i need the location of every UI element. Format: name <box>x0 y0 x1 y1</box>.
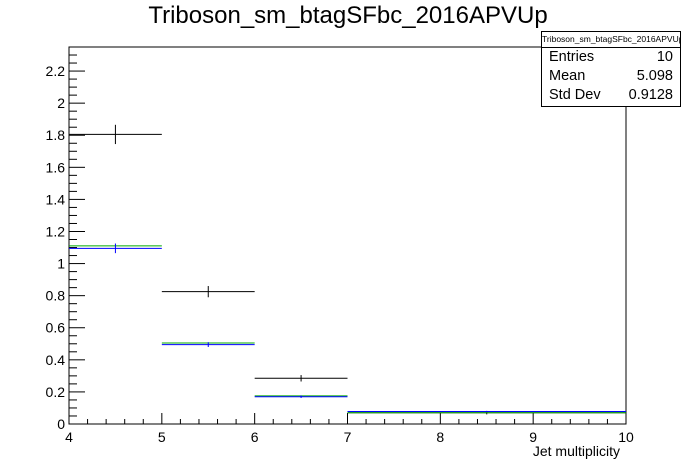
stats-entries-label: Entries <box>549 49 595 65</box>
y-tick-label: 0.2 <box>46 384 66 400</box>
y-tick-label: 1.6 <box>46 159 66 175</box>
stats-box: Triboson_sm_btagSFbc_2016APVUp Entries 1… <box>541 31 681 107</box>
stats-entries-row: Entries 10 <box>542 48 680 67</box>
y-tick-label: 2.2 <box>46 63 66 79</box>
y-tick-label: 0.6 <box>46 320 66 336</box>
y-tick-label: 1 <box>57 256 65 272</box>
stats-mean-row: Mean 5.098 <box>542 67 680 86</box>
y-tick-label: 2 <box>57 95 65 111</box>
x-tick-label: 6 <box>251 429 259 445</box>
x-tick-label: 5 <box>158 429 166 445</box>
x-tick-label: 4 <box>65 429 73 445</box>
stats-mean-label: Mean <box>549 68 586 84</box>
stats-entries-value: 10 <box>656 49 673 65</box>
stats-box-title: Triboson_sm_btagSFbc_2016APVUp <box>542 32 680 48</box>
stats-stddev-label: Std Dev <box>549 87 601 103</box>
x-tick-label: 8 <box>436 429 444 445</box>
y-tick-label: 1.4 <box>46 191 66 207</box>
stats-stddev-row: Std Dev 0.9128 <box>542 86 680 105</box>
x-axis-label: Jet multiplicity <box>533 443 620 459</box>
x-tick-label: 9 <box>529 429 537 445</box>
y-tick-label: 0.8 <box>46 288 66 304</box>
axis-ticks <box>68 54 627 425</box>
data-marks <box>69 124 626 415</box>
chart-title: Triboson_sm_btagSFbc_2016APVUp <box>148 2 548 29</box>
y-tick-label: 1.2 <box>46 223 66 239</box>
axis-labels: 4 5 6 7 8 9 10 0 0.2 0.4 0.6 0.8 1 1.2 1.4 1.6 1.8 2 2.2 Je… <box>46 63 634 459</box>
x-tick-label: 7 <box>344 429 352 445</box>
y-tick-label: 1.8 <box>46 127 66 143</box>
x-tick-label: 10 <box>618 429 634 445</box>
y-tick-label: 0.4 <box>46 352 66 368</box>
y-tick-label: 0 <box>57 416 65 432</box>
stats-stddev-value: 0.9128 <box>628 87 673 103</box>
stats-mean-value: 5.098 <box>636 68 673 84</box>
